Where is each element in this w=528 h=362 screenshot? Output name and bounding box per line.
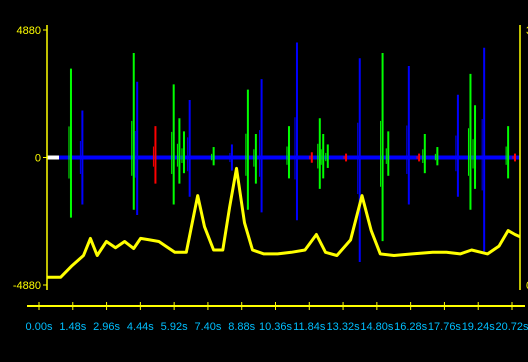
x-tick-label-1: 1.48s — [59, 321, 86, 333]
x-tick-label-8: 11.84s — [293, 321, 326, 333]
left-tick-label-1: 0 — [35, 153, 41, 165]
series-line-3 — [47, 166, 521, 279]
x-tick-label-2: 2.96s — [93, 321, 120, 333]
right-tick-label-1: 0 — [526, 280, 528, 292]
left-tick-label-0: 4880 — [17, 25, 41, 37]
x-tick-label-9: 13.32s — [327, 321, 361, 333]
axes-layer — [27, 25, 525, 310]
x-tick-label-3: 4.44s — [127, 321, 154, 333]
right-tick-label-0: 3280 — [526, 25, 528, 37]
x-tick-label-4: 5.92s — [161, 321, 188, 333]
series-layer — [47, 42, 521, 279]
x-tick-label-10: 14.80s — [360, 321, 394, 333]
x-tick-label-5: 7.40s — [194, 321, 221, 333]
x-tick-label-14: 20.72s — [495, 321, 528, 333]
x-tick-label-0: 0.00s — [26, 321, 53, 333]
x-tick-label-6: 8.88s — [228, 321, 255, 333]
x-tick-label-13: 19.24s — [462, 321, 496, 333]
x-tick-label-11: 16.28s — [394, 321, 428, 333]
left-tick-label-2: -4880 — [13, 280, 41, 292]
x-tick-label-7: 10.36s — [259, 321, 293, 333]
x-tick-label-12: 17.76s — [428, 321, 462, 333]
labels-layer: 4880 0 -4880 3280 0 0.00s 1.48s 2.96s 4.44s 5.92s… — [13, 25, 528, 333]
